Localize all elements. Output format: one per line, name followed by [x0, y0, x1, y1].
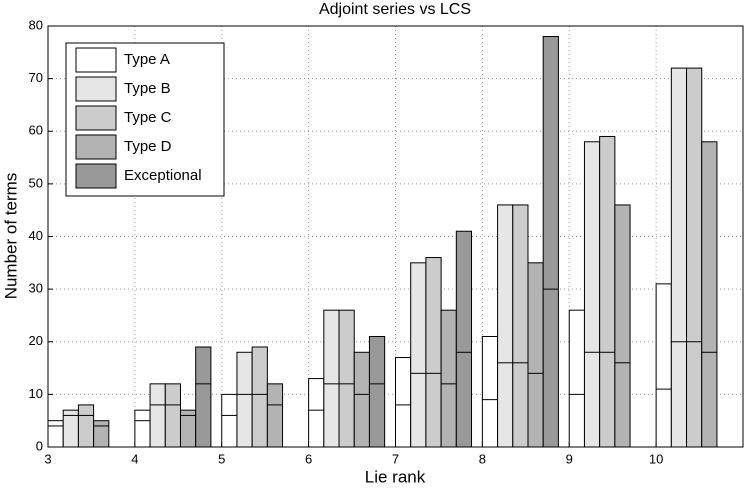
x-tick-label: 9	[566, 451, 573, 466]
bar	[568, 309, 585, 448]
y-tick-label: 70	[29, 70, 43, 85]
x-tick-label: 8	[479, 451, 486, 466]
bar	[655, 283, 672, 448]
y-tick-label: 10	[29, 386, 43, 401]
bar	[686, 67, 703, 448]
bar	[164, 383, 181, 448]
bar	[149, 383, 166, 448]
x-tick-label: 3	[44, 451, 51, 466]
y-axis-label: Number of terms	[1, 173, 20, 300]
y-tick-label: 30	[29, 281, 43, 296]
bar	[701, 141, 718, 448]
y-tick-label: 50	[29, 175, 43, 190]
bar	[77, 404, 95, 448]
bar	[410, 262, 427, 448]
bar	[455, 230, 473, 448]
bar	[236, 351, 253, 448]
legend-label: Type D	[124, 138, 172, 155]
bar	[47, 420, 64, 448]
bar	[527, 262, 544, 448]
bar	[338, 309, 355, 448]
x-axis-label: Lie rank	[365, 467, 426, 486]
y-tick-label: 0	[36, 438, 43, 453]
bar	[221, 393, 238, 448]
bar	[93, 420, 110, 448]
x-tick-label: 10	[649, 451, 663, 466]
bar	[266, 383, 284, 448]
bar	[395, 357, 412, 448]
bar	[308, 378, 325, 448]
y-tick-label: 20	[29, 333, 43, 348]
bar	[599, 136, 616, 448]
bar	[497, 204, 514, 448]
bar	[368, 335, 386, 448]
bar	[425, 257, 442, 448]
legend-swatch	[75, 47, 117, 73]
bar	[134, 409, 151, 448]
bar	[512, 204, 529, 448]
bar	[542, 36, 559, 448]
legend-swatch	[75, 163, 117, 189]
legend-label: Type B	[124, 80, 171, 97]
x-tick-label: 5	[218, 451, 225, 466]
legend-label: Type C	[124, 109, 172, 126]
x-tick-label: 7	[392, 451, 399, 466]
y-tick-label: 40	[29, 228, 43, 243]
y-tick-label: 80	[29, 17, 43, 32]
bar	[251, 346, 268, 448]
bar	[195, 346, 212, 448]
bar	[614, 204, 631, 448]
legend-swatch	[75, 105, 117, 131]
plot-frame	[47, 25, 744, 448]
legend-swatch	[75, 134, 117, 160]
y-tick-label: 60	[29, 123, 43, 138]
bar	[440, 309, 457, 448]
x-tick-label: 6	[305, 451, 312, 466]
bar	[670, 67, 688, 448]
legend-swatch	[75, 76, 117, 102]
x-tick-label: 4	[131, 451, 138, 466]
legend-label: Type A	[124, 51, 170, 68]
bar	[323, 309, 340, 448]
bar	[583, 141, 601, 448]
legend-label: Exceptional	[124, 167, 202, 184]
chart-title: Adjoint series vs LCS	[319, 1, 471, 18]
bar	[481, 335, 499, 448]
bar	[353, 351, 370, 448]
